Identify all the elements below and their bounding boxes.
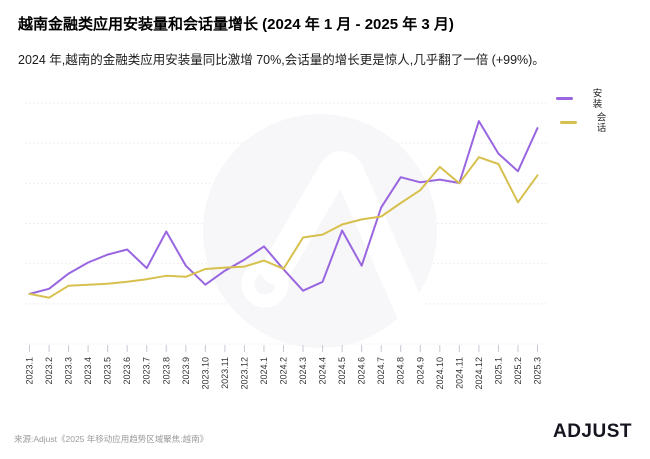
x-tick-label: 2023.6 — [122, 357, 132, 385]
x-tick-label: 2023.2 — [44, 357, 54, 385]
x-tick-label: 2025.1 — [493, 357, 503, 385]
x-tick-label: 2024.7 — [376, 357, 386, 385]
x-tick-label: 2023.4 — [83, 357, 93, 385]
x-tick-label: 2023.8 — [161, 357, 171, 385]
x-tick-label: 2023.5 — [103, 357, 113, 385]
legend: 安装 会话 — [556, 88, 606, 133]
x-tick-label: 2023.12 — [239, 357, 249, 390]
x-tick-label: 2024.11 — [454, 357, 464, 389]
sessions-line-swatch — [560, 121, 577, 124]
x-tick-label: 2023.11 — [220, 357, 230, 389]
watermark-a-icon — [261, 151, 428, 331]
x-tick-label: 2023.7 — [142, 357, 152, 385]
x-tick-label: 2024.1 — [259, 357, 269, 385]
axis-ticks-layer — [29, 345, 538, 352]
x-tick-label: 2024.4 — [318, 357, 328, 385]
legend-label-sessions: 会话 — [594, 112, 606, 133]
installs-line-swatch — [556, 97, 573, 100]
x-tick-label: 2025.3 — [533, 357, 543, 385]
page-title: 越南金融类应用安装量和会话量增长 (2024 年 1 月 - 2025 年 3 … — [18, 16, 454, 33]
x-axis-labels-layer: 2023.1 2023.2 2023.3 2023.4 2023.5 2023.6 2023… — [25, 357, 543, 390]
x-tick-label: 2024.12 — [474, 357, 484, 390]
source-note: 来源:Adjust《2025 年移动应用趋势区域聚焦:越南》 — [14, 434, 209, 444]
legend-item-installs: 安装 — [556, 88, 604, 109]
x-tick-label: 2024.5 — [337, 357, 347, 385]
x-tick-label: 2024.6 — [357, 357, 367, 385]
legend-label-installs: 安装 — [590, 88, 602, 109]
page-subtitle: 2024 年,越南的金融类应用安装量同比激增 70%,会话量的增长更是惊人,几乎… — [18, 53, 545, 67]
x-tick-label: 2023.9 — [181, 357, 191, 385]
sessions-line — [28, 156, 539, 299]
adjust-watermark — [203, 114, 437, 348]
x-tick-label: 2024.3 — [298, 357, 308, 385]
x-tick-label: 2024.8 — [396, 357, 406, 385]
watermark-a-loop-icon — [241, 260, 289, 308]
x-tick-label: 2023.10 — [200, 357, 210, 390]
adjust-logo: ADJUST — [552, 421, 632, 442]
x-tick-label: 2024.2 — [279, 357, 289, 385]
x-tick-label: 2023.1 — [25, 357, 35, 385]
series-layer — [28, 120, 539, 299]
x-tick-label: 2025.2 — [513, 357, 523, 385]
legend-item-sessions: 会话 — [560, 112, 606, 133]
x-tick-label: 2024.10 — [435, 357, 445, 390]
x-tick-label: 2024.9 — [415, 357, 425, 385]
x-tick-label: 2023.3 — [64, 357, 74, 385]
watermark-circle-icon — [203, 114, 437, 348]
